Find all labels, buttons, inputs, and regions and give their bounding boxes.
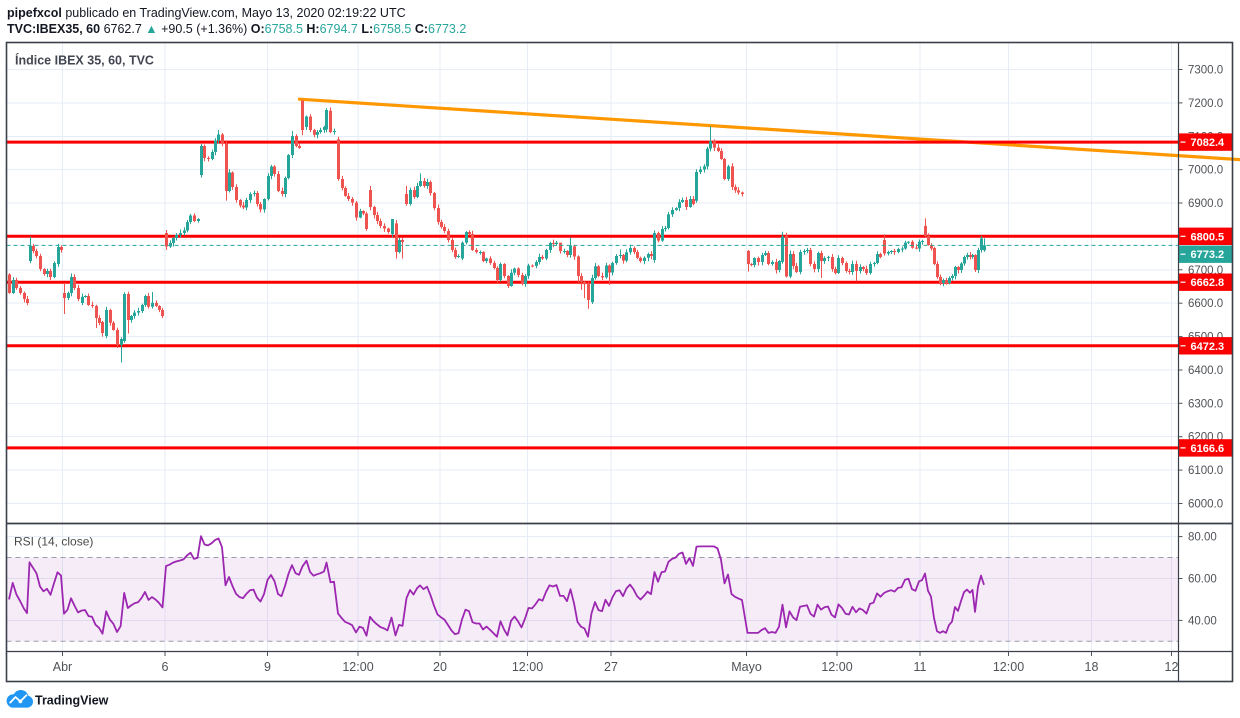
- svg-text:6472.3: 6472.3: [1191, 341, 1225, 353]
- svg-text:60.00: 60.00: [1188, 574, 1217, 586]
- svg-text:7082.4: 7082.4: [1191, 137, 1226, 149]
- svg-text:7200.0: 7200.0: [1188, 98, 1223, 110]
- svg-text:27: 27: [604, 660, 618, 674]
- svg-text:18: 18: [1085, 660, 1099, 674]
- svg-text:Mayo: Mayo: [731, 660, 762, 674]
- svg-text:6773.2: 6773.2: [1191, 249, 1225, 261]
- svg-text:TradingView: TradingView: [35, 694, 109, 708]
- svg-text:6166.6: 6166.6: [1191, 443, 1225, 455]
- svg-text:6: 6: [162, 660, 169, 674]
- svg-text:40.00: 40.00: [1188, 615, 1217, 627]
- svg-text:12:00: 12:00: [512, 660, 543, 674]
- svg-text:80.00: 80.00: [1188, 532, 1217, 544]
- svg-text:7000.0: 7000.0: [1188, 165, 1223, 177]
- svg-text:12:00: 12:00: [821, 660, 852, 674]
- svg-text:6900.0: 6900.0: [1188, 198, 1223, 210]
- svg-text:6300.0: 6300.0: [1188, 398, 1223, 410]
- svg-text:12:00: 12:00: [993, 660, 1024, 674]
- svg-text:6662.8: 6662.8: [1191, 277, 1225, 289]
- svg-text:7300.0: 7300.0: [1188, 65, 1223, 77]
- svg-text:pipefxcol publicado en Trading: pipefxcol publicado en TradingView.com, …: [7, 6, 406, 20]
- svg-text:12: 12: [1165, 660, 1179, 674]
- svg-text:12:00: 12:00: [342, 660, 373, 674]
- svg-text:11: 11: [914, 660, 927, 674]
- svg-text:6600.0: 6600.0: [1188, 298, 1223, 310]
- svg-text:9: 9: [264, 660, 271, 674]
- svg-text:Abr: Abr: [53, 660, 72, 674]
- svg-text:RSI (14, close): RSI (14, close): [14, 535, 93, 549]
- svg-text:Índice IBEX 35, 60, TVC: Índice IBEX 35, 60, TVC: [15, 53, 154, 68]
- svg-text:6800.5: 6800.5: [1191, 231, 1225, 243]
- svg-text:6000.0: 6000.0: [1188, 499, 1223, 511]
- svg-text:20: 20: [433, 660, 447, 674]
- svg-text:TVC:IBEX35, 60 6762.7 ▲ +90.5: TVC:IBEX35, 60 6762.7 ▲ +90.5 (+1.36%) O…: [7, 22, 466, 36]
- svg-text:6400.0: 6400.0: [1188, 365, 1223, 377]
- svg-text:6100.0: 6100.0: [1188, 465, 1223, 477]
